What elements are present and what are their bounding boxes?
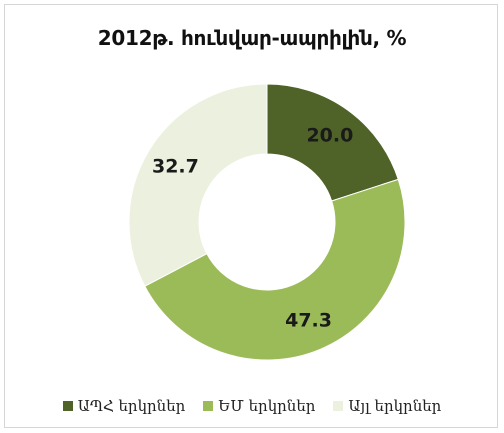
chart-legend: ԱՊՀ երկրներ ԵՄ երկրներ Այլ երկրներ — [0, 397, 504, 415]
donut-value-label-cis: 20.0 — [306, 124, 353, 146]
donut-value-label-eu: 47.3 — [285, 310, 332, 332]
donut-slice-cis — [266, 83, 399, 202]
legend-item-cis: ԱՊՀ երկրներ — [62, 397, 186, 415]
legend-swatch-eu — [203, 401, 214, 411]
legend-label-eu: ԵՄ երկրներ — [218, 397, 316, 415]
donut-slice-eu — [144, 178, 406, 361]
legend-swatch-cis — [62, 401, 73, 411]
donut-slice-other — [128, 83, 268, 287]
legend-label-other: Այլ երկրներ — [348, 397, 442, 415]
legend-item-other: Այլ երկրներ — [333, 397, 441, 415]
donut-slices — [128, 83, 406, 361]
donut-value-labels: 20.0 47.3 32.7 — [152, 124, 353, 331]
donut-value-label-other: 32.7 — [152, 156, 199, 178]
legend-swatch-other — [333, 401, 344, 411]
legend-label-cis: ԱՊՀ երկրներ — [77, 397, 186, 415]
chart-title: 2012թ. հունվար-ապրիլին, % — [97, 26, 407, 50]
legend-item-eu: ԵՄ երկրներ — [203, 397, 315, 415]
